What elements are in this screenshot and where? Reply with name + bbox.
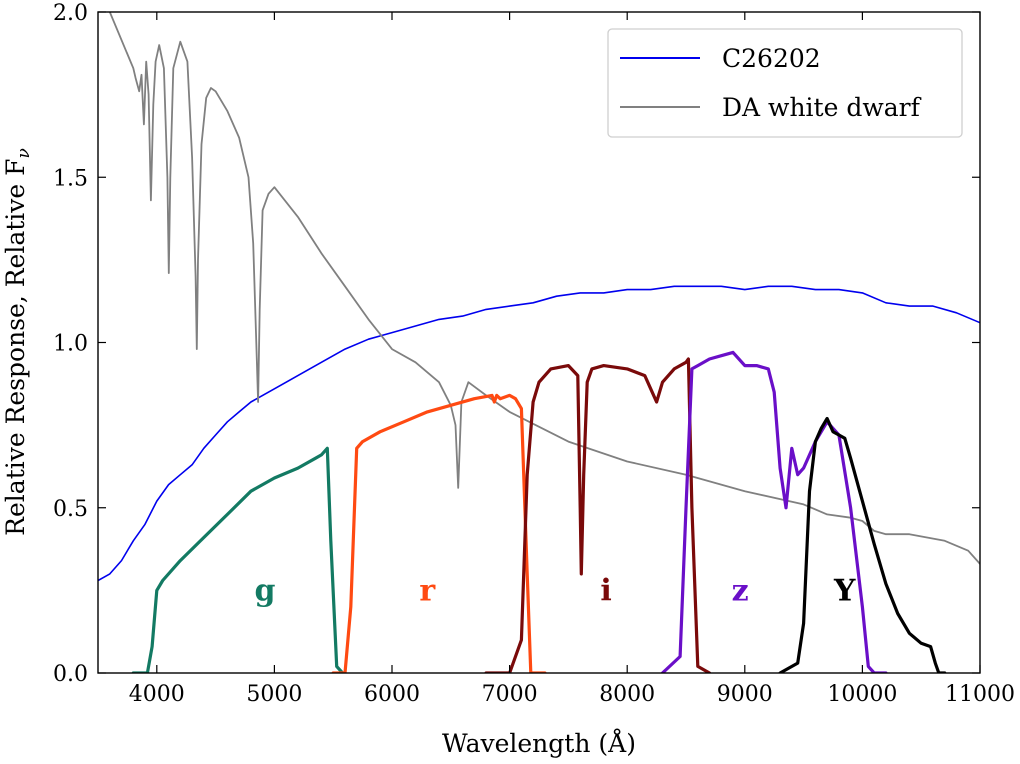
legend-label-c26202: C26202 (722, 44, 821, 73)
y-tick-label: 0.0 (53, 662, 88, 687)
x-tick-label: 8000 (599, 682, 655, 707)
legend-label-da-white-dwarf: DA white dwarf (722, 93, 922, 122)
series-i (484, 357, 712, 673)
band-label-y: Y (833, 573, 856, 608)
band-label-i: i (600, 573, 611, 608)
y-axis-title-main: Relative Response, Relative F (1, 159, 30, 536)
band-label-z: z (732, 573, 749, 608)
x-tick-label: 4000 (129, 682, 185, 707)
band-label-r: r (419, 573, 436, 608)
y-axis-title-subscript: ν (14, 148, 34, 158)
x-axis-title: Wavelength (Å) (442, 728, 636, 758)
axis-ticks: 4000 5000 6000 7000 8000 9000 10000 11000 0.0 0.5… (53, 1, 1015, 707)
series-y (778, 416, 947, 673)
x-tick-label: 7000 (482, 682, 538, 707)
y-tick-label: 1.5 (53, 166, 88, 191)
series-r (331, 393, 547, 673)
x-tick-label: 9000 (717, 682, 773, 707)
x-tick-label: 10000 (827, 682, 897, 707)
y-tick-label: 2.0 (53, 1, 88, 26)
series-g (131, 446, 345, 673)
x-tick-label: 5000 (246, 682, 302, 707)
x-tick-label: 6000 (364, 682, 420, 707)
band-label-g: g (254, 573, 275, 608)
series-c26202 (98, 285, 980, 582)
y-tick-label: 0.5 (53, 497, 88, 522)
legend-box (607, 28, 963, 138)
series-layer (98, 12, 980, 673)
x-tick-label: 11000 (945, 682, 1015, 707)
legend: C26202 DA white dwarf (607, 28, 963, 138)
series-da-white-dwarf (108, 12, 980, 565)
series-z (660, 350, 888, 673)
y-axis-title: Relative Response, Relative Fν (1, 148, 34, 536)
y-tick-label: 1.0 (53, 332, 88, 357)
